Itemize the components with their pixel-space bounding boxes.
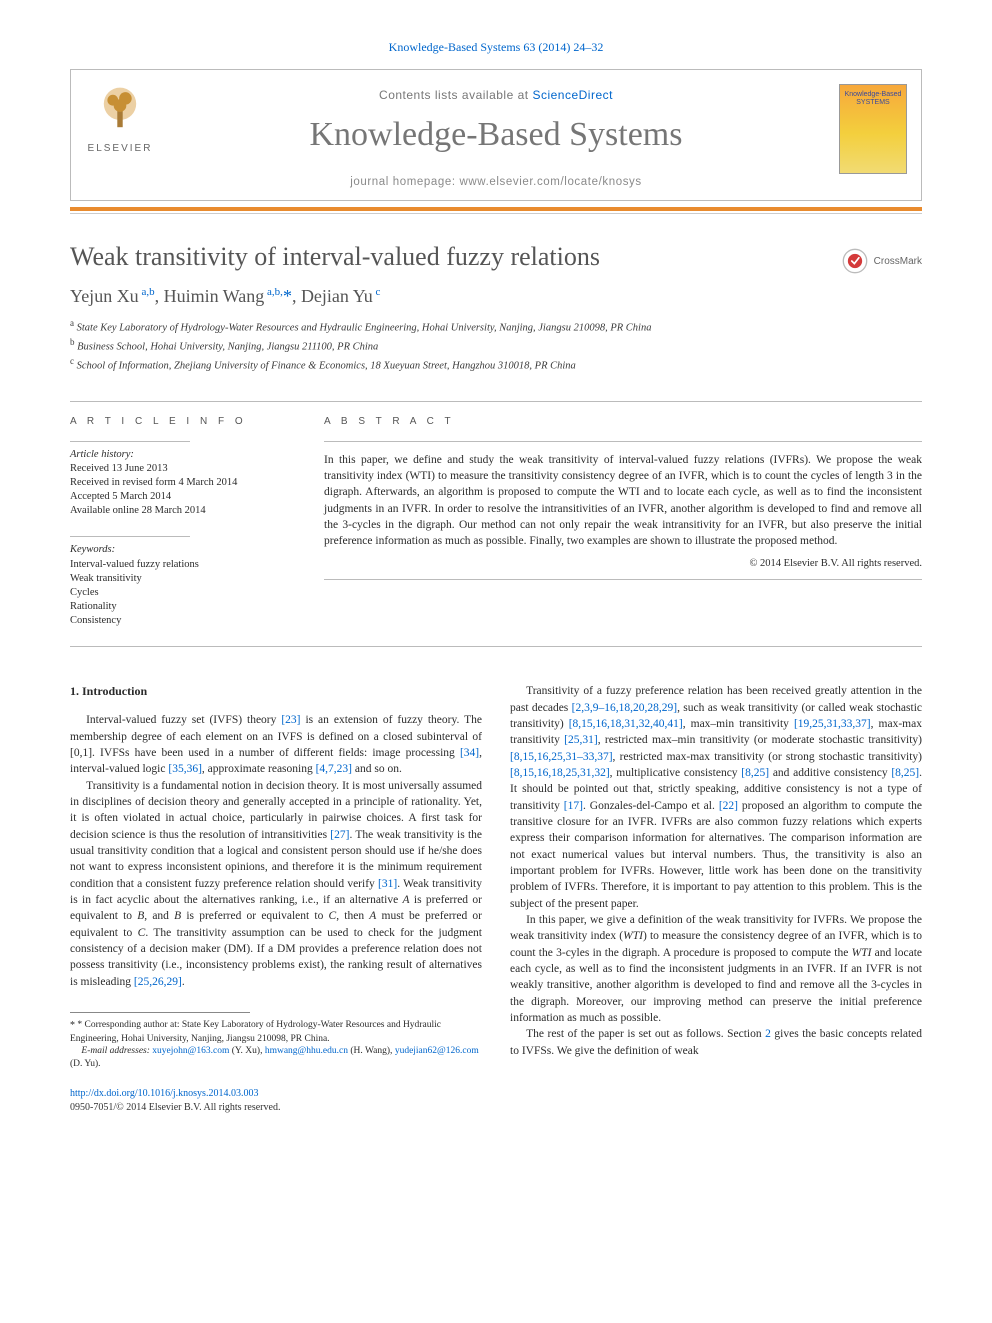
- history-line: Available online 28 March 2014: [70, 504, 292, 518]
- citation-link[interactable]: [8,15,16,25,31–33,37]: [510, 751, 613, 763]
- homepage-url[interactable]: www.elsevier.com/locate/knosys: [460, 176, 642, 188]
- authors-line: Yejun Xu a,b, Huimin Wang a,b,*, Dejian …: [70, 286, 922, 307]
- article-info-column: A R T I C L E I N F O Article history: R…: [70, 416, 292, 629]
- homepage-line: journal homepage: www.elsevier.com/locat…: [85, 176, 907, 188]
- history-line: Received in revised form 4 March 2014: [70, 476, 292, 490]
- header-accent-bar: [70, 207, 922, 211]
- author-3[interactable]: Dejian Yu: [301, 286, 373, 306]
- journal-cover-thumb[interactable]: [839, 84, 907, 174]
- issn-line: 0950-7051/© 2014 Elsevier B.V. All right…: [70, 1101, 482, 1115]
- citation-link[interactable]: [8,25]: [741, 767, 769, 779]
- keyword: Consistency: [70, 614, 292, 628]
- paragraph: In this paper, we give a definition of t…: [510, 912, 922, 1026]
- author-1[interactable]: Yejun Xu: [70, 286, 139, 306]
- paragraph: Interval-valued fuzzy set (IVFS) theory …: [70, 712, 482, 777]
- citation-link[interactable]: [31]: [378, 878, 397, 890]
- citation-link[interactable]: [35,36]: [168, 763, 202, 775]
- email-link[interactable]: xuyejohn@163.com: [152, 1046, 229, 1056]
- citation-link[interactable]: [22]: [719, 800, 738, 812]
- author-2[interactable]: Huimin Wang: [164, 286, 265, 306]
- citation-line[interactable]: Knowledge-Based Systems 63 (2014) 24–32: [70, 40, 922, 55]
- doi-link[interactable]: http://dx.doi.org/10.1016/j.knosys.2014.…: [70, 1088, 258, 1099]
- contents-line: Contents lists available at ScienceDirec…: [85, 88, 907, 102]
- paragraph: Transitivity of a fuzzy preference relat…: [510, 683, 922, 912]
- citation-link[interactable]: [17]: [564, 800, 583, 812]
- citation-link[interactable]: [8,15,16,18,31,32,40,41]: [569, 718, 683, 730]
- header-rule: [70, 213, 922, 214]
- footnotes: * * Corresponding author at: State Key L…: [70, 1019, 482, 1071]
- history-label: Article history:: [70, 448, 292, 462]
- crossmark-label: CrossMark: [874, 256, 922, 267]
- keyword: Weak transitivity: [70, 572, 292, 586]
- keyword: Cycles: [70, 586, 292, 600]
- bottom-strip: http://dx.doi.org/10.1016/j.knosys.2014.…: [70, 1087, 482, 1115]
- body-columns: 1. Introduction Interval-valued fuzzy se…: [70, 683, 922, 1115]
- citation-link[interactable]: [27]: [330, 829, 349, 841]
- citation-link[interactable]: [8,15,16,18,25,31,32]: [510, 767, 610, 779]
- keyword: Rationality: [70, 600, 292, 614]
- crossmark-badge[interactable]: CrossMark: [842, 248, 922, 274]
- citation-link[interactable]: [23]: [281, 714, 300, 726]
- article-info-head: A R T I C L E I N F O: [70, 416, 292, 427]
- citation-link[interactable]: [19,25,31,33,37]: [794, 718, 871, 730]
- citation-link[interactable]: [25,26,29]: [134, 976, 182, 988]
- email-link[interactable]: yudejian62@126.com: [395, 1046, 479, 1056]
- affiliations: a State Key Laboratory of Hydrology-Wate…: [70, 317, 922, 375]
- citation-link[interactable]: [25,31]: [564, 734, 598, 746]
- paragraph: The rest of the paper is set out as foll…: [510, 1026, 922, 1059]
- elsevier-tree-icon: [93, 84, 147, 138]
- crossmark-icon: [842, 248, 868, 274]
- publisher-logo[interactable]: ELSEVIER: [85, 84, 155, 154]
- section-link[interactable]: 2: [765, 1028, 771, 1040]
- article-title: Weak transitivity of interval-valued fuz…: [70, 242, 600, 272]
- abstract-column: A B S T R A C T In this paper, we define…: [324, 416, 922, 629]
- footnote-rule: [70, 1012, 250, 1013]
- abstract-head: A B S T R A C T: [324, 416, 922, 427]
- abstract-text: In this paper, we define and study the w…: [324, 452, 922, 550]
- keyword: Interval-valued fuzzy relations: [70, 558, 292, 572]
- journal-name: Knowledge-Based Systems: [85, 116, 907, 154]
- email-link[interactable]: hmwang@hhu.edu.cn: [265, 1046, 348, 1056]
- sciencedirect-link[interactable]: ScienceDirect: [532, 88, 613, 102]
- keywords-label: Keywords:: [70, 543, 292, 557]
- left-column: 1. Introduction Interval-valued fuzzy se…: [70, 683, 482, 1115]
- right-column: Transitivity of a fuzzy preference relat…: [510, 683, 922, 1115]
- section-heading: 1. Introduction: [70, 683, 482, 700]
- copyright-line: © 2014 Elsevier B.V. All rights reserved…: [324, 558, 922, 569]
- citation-link[interactable]: [34]: [460, 747, 479, 759]
- paragraph: Transitivity is a fundamental notion in …: [70, 778, 482, 990]
- citation-link[interactable]: [8,25]: [891, 767, 919, 779]
- publisher-name: ELSEVIER: [85, 143, 155, 154]
- corresponding-author-note: * Corresponding author at: State Key Lab…: [70, 1020, 441, 1044]
- history-line: Received 13 June 2013: [70, 462, 292, 476]
- citation-link[interactable]: [4,7,23]: [316, 763, 352, 775]
- history-line: Accepted 5 March 2014: [70, 490, 292, 504]
- rule-below-info: [70, 646, 922, 647]
- citation-link[interactable]: [2,3,9–16,18,20,28,29]: [572, 702, 677, 714]
- journal-header: ELSEVIER Contents lists available at Sci…: [70, 69, 922, 201]
